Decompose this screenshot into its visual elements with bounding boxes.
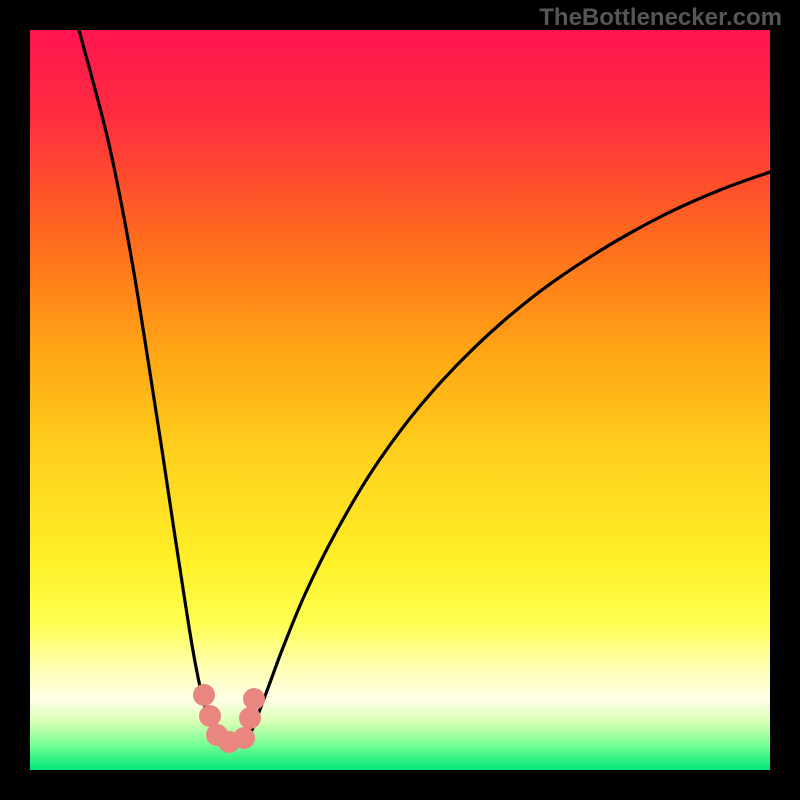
chart-frame: TheBottlenecker.com (0, 0, 800, 800)
curve-right (247, 172, 770, 742)
data-marker (239, 707, 261, 729)
data-marker (199, 705, 221, 727)
data-marker (193, 684, 215, 706)
curve-left (79, 30, 221, 742)
curve-layer (0, 0, 800, 800)
data-marker (233, 727, 255, 749)
watermark-text: TheBottlenecker.com (539, 4, 782, 32)
data-marker (243, 688, 265, 710)
